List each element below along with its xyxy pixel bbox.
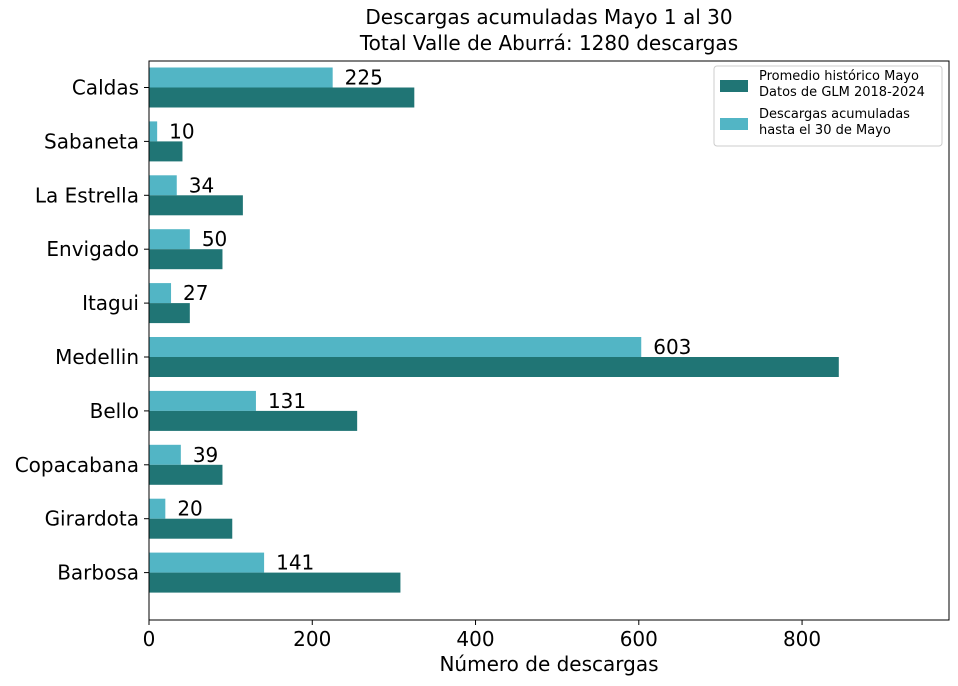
data-label: 141 [276,551,314,575]
legend-label: Datos de GLM 2018-2024 [759,85,925,100]
x-tick-label: 400 [456,627,494,651]
data-label: 27 [183,281,208,305]
x-tick-label: 0 [143,627,156,651]
bar-chart: Descargas acumuladas Mayo 1 al 30Total V… [0,0,958,686]
bar-current-copacabana [149,445,181,465]
bar-historical-girardota [149,519,232,539]
x-axis-label: Número de descargas [439,652,658,676]
y-tick-label: Bello [90,399,139,423]
data-label: 225 [345,66,383,90]
bar-current-medellin [149,337,641,357]
data-label: 50 [202,227,227,251]
y-tick-label: Itagui [82,291,139,315]
data-label: 39 [193,443,218,467]
y-tick-label: Sabaneta [44,129,139,153]
bar-current-itagui [149,283,171,303]
bar-historical-itagui [149,303,190,323]
bar-historical-caldas [149,88,414,108]
x-tick-label: 600 [620,627,658,651]
bar-historical-envigado [149,249,222,269]
chart-title-line: Descargas acumuladas Mayo 1 al 30 [365,5,732,29]
data-label: 131 [268,389,306,413]
bar-current-barbosa [149,553,264,573]
bar-historical-medellin [149,357,839,377]
y-axis: Caldas Sabaneta La Estrella Envigado Itagui M… [15,76,149,585]
bar-historical-copacabana [149,465,222,485]
bar-current-bello [149,391,256,411]
data-label: 10 [169,119,194,143]
data-labels-group: 225 10 34 50 27 603 131 39 20 141 [169,66,691,575]
y-tick-label: Barbosa [57,561,139,585]
y-tick-label: Copacabana [15,453,139,477]
bar-current-envigado [149,229,190,249]
data-label: 34 [189,173,214,197]
bar-current-caldas [149,68,333,88]
y-tick-label: Caldas [72,76,139,100]
y-tick-label: Medellin [55,345,139,369]
data-label: 20 [177,497,202,521]
bar-historical-bello [149,411,357,431]
bar-historical-la-estrella [149,195,243,215]
x-tick-label: 200 [293,627,331,651]
bar-current-sabaneta [149,121,157,141]
data-label: 603 [653,335,691,359]
legend-swatch [720,80,748,92]
bar-current-la-estrella [149,175,177,195]
chart-title-line: Total Valle de Aburrá: 1280 descargas [359,31,738,55]
legend-label: hasta el 30 de Mayo [759,123,891,138]
legend-swatch [720,118,748,130]
bar-historical-barbosa [149,573,400,593]
legend-label: Promedio histórico Mayo [759,69,919,84]
y-tick-label: La Estrella [35,183,139,207]
x-tick-label: 800 [783,627,821,651]
legend-label: Descargas acumuladas [759,107,910,122]
y-tick-label: Envigado [46,237,139,261]
bar-current-girardota [149,499,165,519]
y-tick-label: Girardota [45,507,139,531]
bar-historical-sabaneta [149,141,182,161]
x-axis: 0 200 400 600 800 [143,620,822,651]
